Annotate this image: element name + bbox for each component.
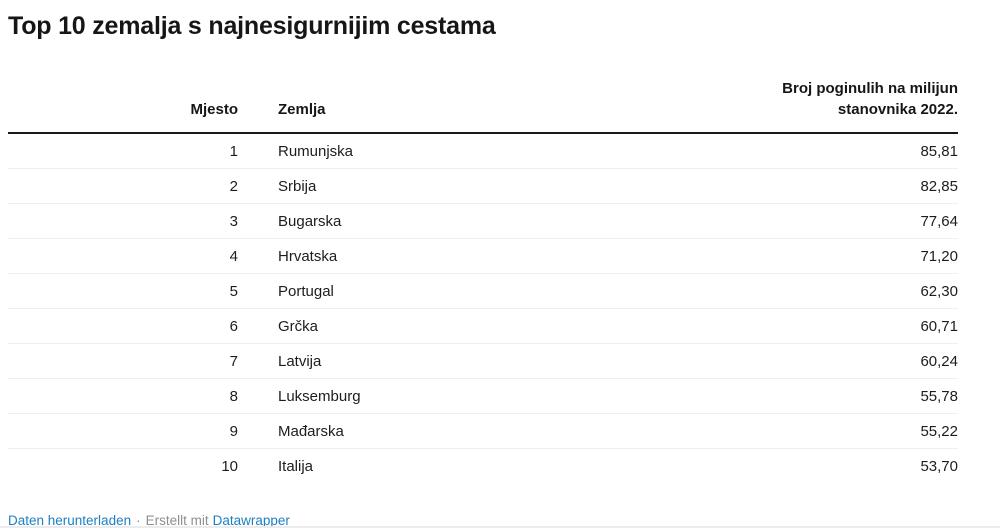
table-row: 10 Italija 53,70	[8, 448, 958, 483]
rank-cell: 2	[8, 168, 238, 204]
rank-cell: 3	[8, 203, 238, 239]
table-row: 6 Grčka 60,71	[8, 308, 958, 344]
country-cell: Italija	[238, 448, 658, 483]
country-cell: Luksemburg	[238, 378, 658, 414]
table-row: 9 Mađarska 55,22	[8, 413, 958, 449]
value-cell: 53,70	[658, 448, 958, 483]
column-header-value-label: Broj poginulih na milijun stanovnika 202…	[782, 80, 958, 118]
table-row: 7 Latvija 60,24	[8, 343, 958, 379]
value-cell: 85,81	[920, 143, 958, 160]
table-header: Mjesto Zemlja Broj poginulih na milijun …	[8, 78, 958, 134]
country-cell: Latvija	[238, 343, 658, 379]
embed-bottom-edge	[0, 526, 1000, 528]
embed-footer: Daten herunterladen · Erstellt mit Datawrap…	[8, 512, 1000, 529]
value-cell: 60,71	[658, 308, 958, 344]
value-cell: 60,24	[658, 343, 958, 379]
table-row: 8 Luksemburg 55,78	[8, 378, 958, 414]
table-body: 1 Rumunjska 85,81 2 Srbija 82,85 3 Bugarska 77,6…	[8, 133, 958, 483]
value-cell: 82,85	[658, 168, 958, 204]
rank-cell: 7	[8, 343, 238, 379]
rank-cell: 4	[8, 238, 238, 274]
country-cell: Srbija	[238, 168, 658, 204]
value-cell: 71,20	[658, 238, 958, 274]
ranking-table: Mjesto Zemlja Broj poginulih na milijun …	[8, 78, 958, 483]
footer-separator: ·	[136, 513, 141, 528]
rank-cell: 6	[8, 308, 238, 344]
column-header-value: Broj poginulih na milijun stanovnika 202…	[658, 78, 958, 134]
table-row: 5 Portugal 62,30	[8, 273, 958, 309]
table-header-row: Mjesto Zemlja Broj poginulih na milijun …	[8, 78, 958, 134]
rank-cell: 10	[8, 448, 238, 483]
table-row: 4 Hrvatska 71,20	[8, 238, 958, 274]
column-header-mjesto-label: Mjesto	[190, 101, 238, 118]
value-cell: 77,64	[658, 203, 958, 239]
page-title: Top 10 zemalja s najnesigurnijim cestama	[8, 12, 496, 40]
column-header-zemlja: Zemlja	[238, 78, 658, 134]
column-header-mjesto: Mjesto	[8, 78, 238, 134]
country-cell: Portugal	[238, 273, 658, 309]
country-cell: Rumunjska	[278, 143, 354, 160]
rank-cell: 9	[8, 413, 238, 449]
value-cell: 62,30	[658, 273, 958, 309]
value-cell: 55,22	[658, 413, 958, 449]
column-header-zemlja-label: Zemlja	[278, 101, 326, 118]
rank-cell: 8	[8, 378, 238, 414]
rank-cell: 1	[229, 143, 238, 160]
country-cell: Grčka	[238, 308, 658, 344]
country-cell: Hrvatska	[238, 238, 658, 274]
value-cell: 55,78	[658, 378, 958, 414]
footer-created-text: Erstellt mit	[145, 513, 209, 528]
datawrapper-brand-link[interactable]: Datawrapper	[212, 513, 290, 528]
table-row: 1 Rumunjska 85,81	[8, 133, 958, 169]
download-data-link[interactable]: Daten herunterladen	[8, 513, 132, 528]
table-row: 2 Srbija 82,85	[8, 168, 958, 204]
table-row: 3 Bugarska 77,64	[8, 203, 958, 239]
country-cell: Bugarska	[238, 203, 658, 239]
country-cell: Mađarska	[238, 413, 658, 449]
rank-cell: 5	[8, 273, 238, 309]
